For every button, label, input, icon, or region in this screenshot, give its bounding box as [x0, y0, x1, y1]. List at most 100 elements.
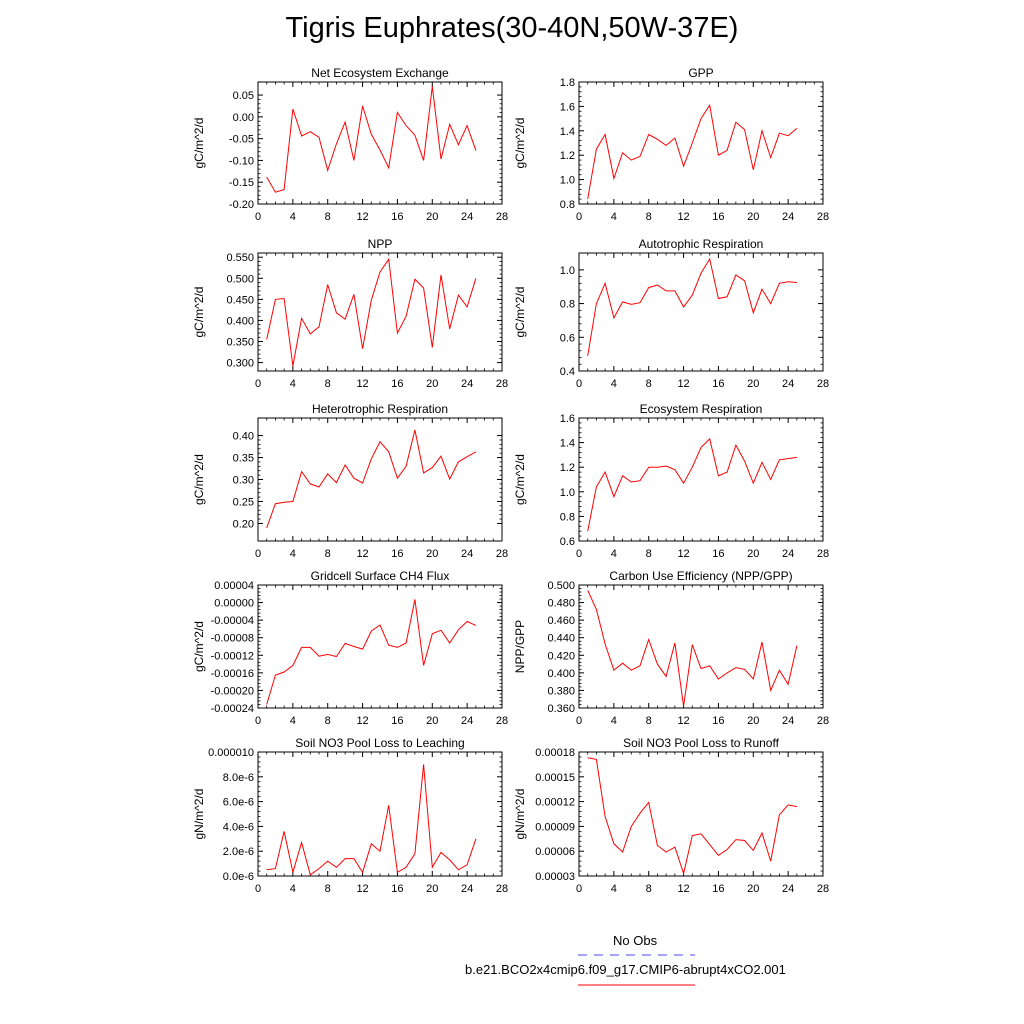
x-tick-label: 16 — [712, 548, 724, 560]
panel-title: Net Ecosystem Exchange — [311, 66, 449, 80]
plot-frame — [257, 751, 503, 877]
series-line — [266, 429, 477, 528]
x-tick-label: 12 — [677, 378, 689, 390]
y-tick-label: 0.35 — [233, 453, 254, 465]
x-tick-label: 24 — [461, 883, 473, 895]
x-tick-label: 8 — [646, 378, 652, 390]
x-tick-label: 24 — [782, 378, 794, 390]
series-line — [587, 590, 798, 707]
x-tick-label: 20 — [426, 883, 438, 895]
y-tick-label: 0.00 — [233, 112, 254, 124]
x-tick-label: 16 — [391, 211, 403, 223]
series-line — [266, 764, 477, 876]
panel-7: Gridcell Surface CH4 Flux 0 4 8 12 16 20 24 28 -0… — [192, 569, 508, 727]
x-tick-label: 12 — [677, 211, 689, 223]
x-tick-label: 12 — [356, 548, 368, 560]
x-tick-label: 28 — [817, 211, 829, 223]
x-tick-label: 4 — [611, 548, 617, 560]
y-tick-label: 1.0 — [560, 487, 575, 499]
y-tick-label: 0.8 — [560, 511, 575, 523]
y-tick-label: 1.0 — [560, 175, 575, 187]
y-tick-label: 0.420 — [547, 650, 575, 662]
x-tick-label: 12 — [356, 715, 368, 727]
panel-2: GPP 0 4 8 12 16 20 24 28 0.8 1.0 1.2 1.4 1.6 1.8 gC/m^2… — [513, 66, 829, 223]
x-tick-label: 24 — [782, 548, 794, 560]
panel-title: NPP — [368, 237, 393, 251]
panel-5: Heterotrophic Respiration 0 4 8 12 16 20 24 28 0.… — [192, 402, 508, 560]
x-tick-label: 16 — [391, 883, 403, 895]
x-tick-label: 4 — [611, 378, 617, 390]
panel-3: NPP 0 4 8 12 16 20 24 28 0.300 0.350 0.400 0.450 0.50… — [192, 237, 508, 390]
x-tick-label: 28 — [496, 883, 508, 895]
y-tick-label: -0.20 — [229, 199, 254, 211]
plot-frame — [257, 417, 503, 542]
y-tick-label: -0.00016 — [211, 668, 254, 680]
x-tick-label: 20 — [426, 548, 438, 560]
x-tick-label: 12 — [677, 548, 689, 560]
x-tick-label: 20 — [426, 715, 438, 727]
panel-title: GPP — [688, 66, 713, 80]
y-axis-label: gC/m^2/d — [513, 118, 527, 169]
x-tick-label: 8 — [325, 715, 331, 727]
panel-9: Soil NO3 Pool Loss to Leaching 0 4 8 12 16 20 2… — [192, 736, 508, 895]
x-tick-label: 8 — [646, 715, 652, 727]
plot-frame — [578, 417, 824, 542]
y-tick-label: 0.350 — [226, 337, 254, 349]
y-tick-label: 0.380 — [547, 685, 575, 697]
x-tick-label: 4 — [290, 378, 296, 390]
plot-frame — [257, 584, 503, 709]
y-tick-label: 0.360 — [547, 703, 575, 715]
y-tick-label: 0.05 — [233, 90, 254, 102]
y-tick-label: -0.05 — [229, 134, 254, 146]
y-tick-label: 0.20 — [233, 518, 254, 530]
y-tick-label: 0.6 — [560, 536, 575, 548]
x-tick-label: 28 — [817, 378, 829, 390]
y-tick-label: 0.000010 — [208, 747, 254, 759]
x-tick-label: 4 — [290, 211, 296, 223]
plot-frame — [578, 252, 824, 372]
legend-model-label: b.e21.BCO2x4cmip6.f09_g17.CMIP6-abrupt4x… — [465, 962, 786, 977]
x-tick-label: 0 — [576, 548, 582, 560]
y-tick-label: 1.4 — [560, 126, 575, 138]
series-line — [587, 757, 797, 876]
x-tick-label: 0 — [576, 715, 582, 727]
x-tick-label: 24 — [461, 378, 473, 390]
x-tick-label: 0 — [255, 715, 261, 727]
x-tick-label: 24 — [461, 548, 473, 560]
x-tick-label: 4 — [611, 883, 617, 895]
x-tick-label: 8 — [646, 211, 652, 223]
x-tick-label: 12 — [356, 883, 368, 895]
x-tick-label: 0 — [255, 378, 261, 390]
y-tick-label: -0.00012 — [211, 650, 254, 662]
y-tick-label: 0.00006 — [535, 846, 575, 858]
panel-title: Carbon Use Efficiency (NPP/GPP) — [609, 569, 792, 583]
y-tick-label: 0.500 — [226, 273, 254, 285]
x-tick-label: 24 — [782, 883, 794, 895]
y-axis-label: gN/m^2/d — [192, 789, 206, 840]
y-tick-label: -0.10 — [229, 155, 254, 167]
x-tick-label: 24 — [782, 715, 794, 727]
x-tick-label: 24 — [782, 211, 794, 223]
x-tick-label: 0 — [576, 211, 582, 223]
y-tick-label: 2.0e-6 — [223, 846, 254, 858]
x-tick-label: 4 — [611, 715, 617, 727]
x-tick-label: 28 — [817, 883, 829, 895]
panel-title: Ecosystem Respiration — [640, 402, 763, 416]
x-tick-label: 4 — [290, 715, 296, 727]
x-tick-label: 4 — [290, 883, 296, 895]
y-tick-label: -0.15 — [229, 177, 254, 189]
y-axis-label: gC/m^2/d — [192, 454, 206, 505]
y-axis-label: NPP/GPP — [513, 620, 527, 673]
x-tick-label: 8 — [646, 883, 652, 895]
x-tick-label: 12 — [677, 883, 689, 895]
y-tick-label: 0.500 — [547, 580, 575, 592]
y-tick-label: 0.440 — [547, 633, 575, 645]
y-tick-label: 1.6 — [560, 101, 575, 113]
x-tick-label: 16 — [712, 378, 724, 390]
y-tick-label: 0.400 — [547, 668, 575, 680]
x-tick-label: 0 — [576, 378, 582, 390]
y-tick-label: 4.0e-6 — [223, 821, 254, 833]
x-tick-label: 20 — [426, 211, 438, 223]
